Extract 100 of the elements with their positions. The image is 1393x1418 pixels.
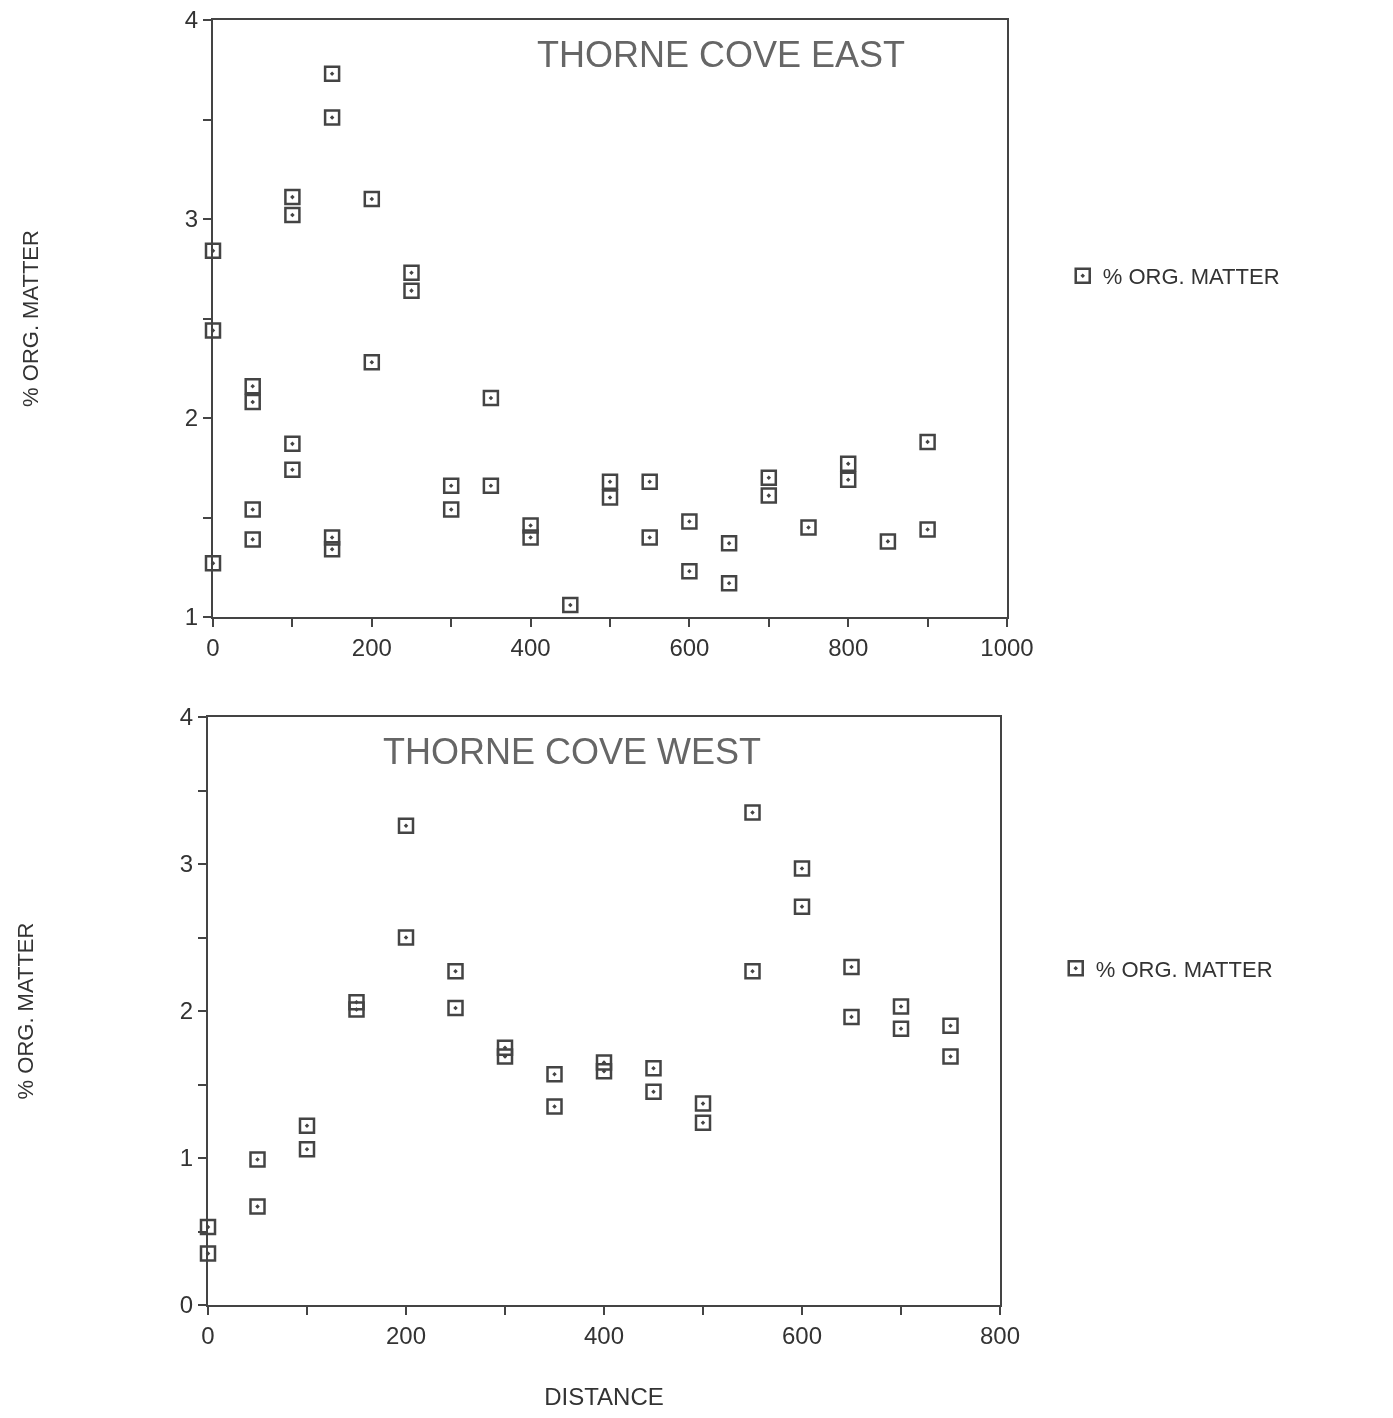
point [323,541,341,558]
point [244,531,261,548]
x-tick-label: 400 [510,633,551,661]
point [879,533,897,550]
point [522,529,539,546]
point [298,1140,316,1158]
point [601,489,619,506]
point [601,473,619,490]
point [244,377,261,395]
point [892,998,910,1015]
point [760,487,778,504]
point [496,1039,514,1056]
point [323,65,341,82]
y-tick-label: 2 [184,404,199,432]
point [760,469,778,486]
point [645,1060,662,1077]
point [892,1020,910,1037]
point [641,473,658,490]
point [244,501,261,518]
chart-title: THORNE COVE EAST [537,34,906,75]
point [839,455,857,473]
y-tick-label: 3 [179,850,194,878]
x-tick-label: 1000 [980,633,1034,661]
point [249,1198,266,1215]
point [942,1017,959,1034]
point [942,1048,959,1065]
point [244,393,261,411]
legend-label: % ORG. MATTER [1102,264,1280,290]
y-tick-label: 3 [184,205,199,233]
x-tick-label: 0 [206,633,220,661]
y-tick-label: 4 [179,703,194,731]
point [323,109,341,126]
point [363,354,381,371]
point [562,596,579,614]
point [694,1114,712,1131]
point [843,958,860,976]
point [595,1063,613,1080]
point [641,529,658,546]
point [284,188,301,206]
point [403,264,420,281]
x-axis-title: DISTANCE [544,1382,664,1410]
x-tick-label: 600 [781,1321,823,1349]
x-tick-label: 200 [351,633,392,661]
point [496,1048,514,1065]
point [839,471,857,488]
point [681,513,698,530]
y-axis-title: % ORG. MATTER [13,922,39,1100]
point [284,461,301,478]
point [645,1083,662,1101]
point [744,804,761,821]
point [720,535,738,552]
point [403,282,420,299]
x-tick-label: 200 [385,1321,427,1349]
point [546,1065,563,1083]
point [204,322,222,339]
y-tick-label: 1 [179,1144,194,1172]
chart-title: THORNE COVE WEST [383,731,762,772]
point [482,389,500,407]
y-tick-label: 0 [179,1291,194,1319]
point [919,521,936,538]
point [397,929,415,946]
point [447,963,464,980]
point [793,898,811,915]
point [522,517,539,534]
point [348,1001,365,1018]
point [249,1151,266,1168]
point [363,190,381,208]
point [204,242,222,260]
point [681,562,698,580]
point [843,1008,860,1026]
point [298,1117,316,1134]
y-tick-label: 2 [179,997,194,1025]
point [442,477,460,494]
point [284,435,301,453]
point [199,1218,217,1236]
x-tick-label: 800 [828,633,869,661]
point [546,1098,563,1115]
point [720,574,738,592]
point [482,477,500,494]
x-tick-label: 800 [979,1321,1021,1349]
point [694,1095,712,1112]
y-axis-title: % ORG. MATTER [18,230,44,407]
point [595,1054,613,1071]
point [284,206,301,224]
point [397,817,415,835]
y-tick-label: 4 [184,6,199,34]
y-tick-label: 1 [184,603,199,631]
point [793,860,811,877]
x-tick-label: 400 [583,1321,625,1349]
point [323,529,341,546]
legend-label: % ORG. MATTER [1095,956,1273,982]
point [800,519,817,536]
point [348,993,365,1011]
point [744,963,761,980]
x-tick-label: 600 [669,633,710,661]
point [199,1245,217,1262]
point [919,433,936,451]
point [204,555,222,572]
point [442,501,460,518]
point [447,999,464,1017]
